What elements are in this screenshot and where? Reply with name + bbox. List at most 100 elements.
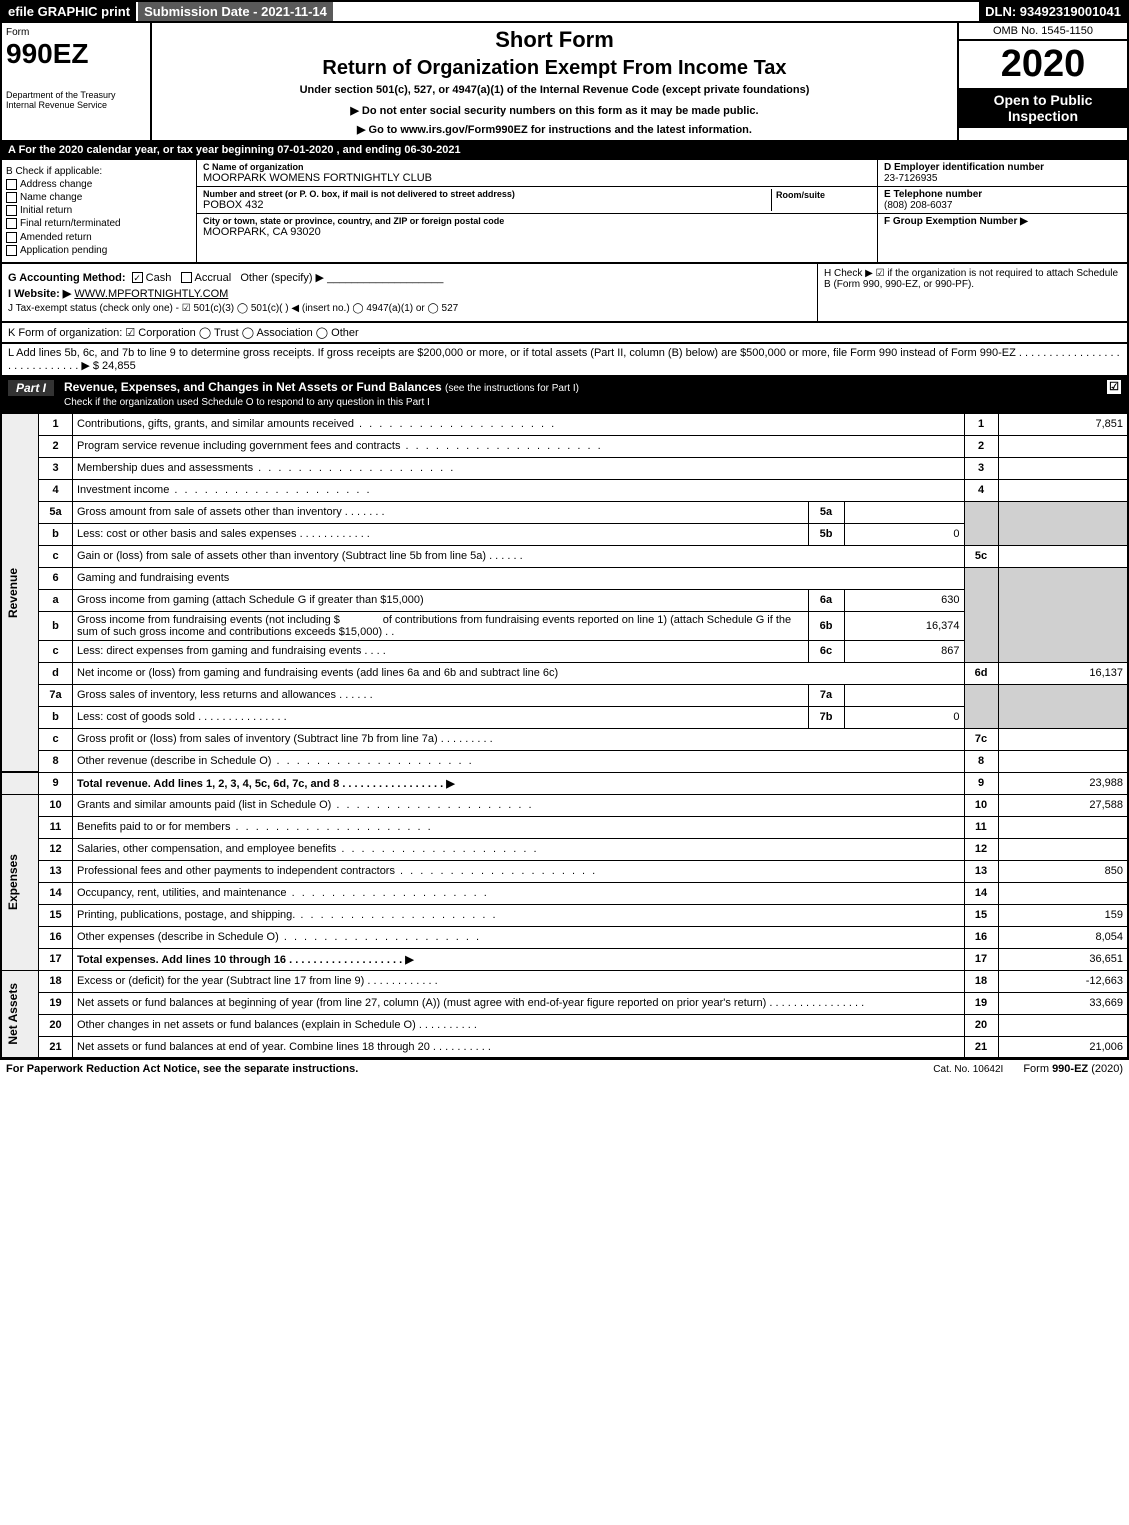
line-4-val bbox=[998, 479, 1128, 501]
line-13-desc: Professional fees and other payments to … bbox=[77, 865, 395, 877]
line-9-desc: Total revenue. Add lines 1, 2, 3, 4, 5c,… bbox=[77, 778, 455, 790]
line-7b-mv: 0 bbox=[844, 706, 964, 728]
line-6a-desc: Gross income from gaming (attach Schedul… bbox=[73, 589, 809, 611]
line-5b-num: b bbox=[39, 523, 73, 545]
line-20-rnum: 20 bbox=[964, 1014, 998, 1036]
line-1-desc: Contributions, gifts, grants, and simila… bbox=[77, 418, 354, 430]
line-7a-num: 7a bbox=[39, 684, 73, 706]
netassets-label: Net Assets bbox=[6, 983, 20, 1045]
f-group: F Group Exemption Number ▶ bbox=[878, 214, 1127, 229]
line-3-desc: Membership dues and assessments bbox=[77, 462, 253, 474]
line-6a-mn: 6a bbox=[808, 589, 844, 611]
line-7c-num: c bbox=[39, 728, 73, 750]
line-13-num: 13 bbox=[39, 860, 73, 882]
do-not-enter: ▶ Do not enter social security numbers o… bbox=[156, 104, 953, 117]
c-city-label: City or town, state or province, country… bbox=[203, 216, 871, 226]
line-11-rnum: 11 bbox=[964, 816, 998, 838]
revenue-label: Revenue bbox=[6, 568, 20, 618]
line-18-val: -12,663 bbox=[998, 970, 1128, 992]
line-12-desc: Salaries, other compensation, and employ… bbox=[77, 843, 336, 855]
part1-check-line: Check if the organization used Schedule … bbox=[64, 397, 430, 408]
line-3-val bbox=[998, 457, 1128, 479]
line-4-num: 4 bbox=[39, 479, 73, 501]
line-8-rnum: 8 bbox=[964, 750, 998, 772]
line-21-desc: Net assets or fund balances at end of ye… bbox=[77, 1041, 430, 1053]
line-19-val: 33,669 bbox=[998, 992, 1128, 1014]
line-4-rnum: 4 bbox=[964, 479, 998, 501]
b-checkboxes: B Check if applicable: Address change Na… bbox=[2, 160, 197, 262]
d-value: 23-7126935 bbox=[884, 173, 1121, 184]
footer-left: For Paperwork Reduction Act Notice, see … bbox=[6, 1063, 913, 1075]
form-header: Form 990EZ Department of the Treasury In… bbox=[0, 23, 1129, 142]
line-11-num: 11 bbox=[39, 816, 73, 838]
line-6c-desc: Less: direct expenses from gaming and fu… bbox=[77, 645, 361, 657]
line-6b-num: b bbox=[39, 611, 73, 640]
line-10-val: 27,588 bbox=[998, 794, 1128, 816]
header-right: OMB No. 1545-1150 2020 Open to Public In… bbox=[957, 23, 1127, 140]
line-10-num: 10 bbox=[39, 794, 73, 816]
line-5a-mv bbox=[844, 501, 964, 523]
footer-cat: Cat. No. 10642I bbox=[933, 1064, 1003, 1075]
line-17-desc: Total expenses. Add lines 10 through 16 … bbox=[77, 954, 414, 966]
page-footer: For Paperwork Reduction Act Notice, see … bbox=[0, 1059, 1129, 1078]
dln-label: DLN: 93492319001041 bbox=[979, 2, 1127, 21]
line-8-desc: Other revenue (describe in Schedule O) bbox=[77, 755, 271, 767]
line-5a-desc: Gross amount from sale of assets other t… bbox=[77, 506, 342, 518]
cash-check: ✓ bbox=[132, 272, 143, 283]
e-phone: E Telephone number (808) 208-6037 bbox=[878, 187, 1127, 214]
line-7c-desc: Gross profit or (loss) from sales of inv… bbox=[77, 733, 438, 745]
cb-name: Name change bbox=[6, 192, 192, 203]
line-16-val: 8,054 bbox=[998, 926, 1128, 948]
line-7b-desc: Less: cost of goods sold bbox=[77, 711, 195, 723]
d-ein: D Employer identification number 23-7126… bbox=[878, 160, 1127, 187]
line-12-rnum: 12 bbox=[964, 838, 998, 860]
line-11-val bbox=[998, 816, 1128, 838]
line-13-val: 850 bbox=[998, 860, 1128, 882]
line-5c-rnum: 5c bbox=[964, 545, 998, 567]
irs-label: Internal Revenue Service bbox=[6, 100, 146, 110]
part1-tag: Part I bbox=[8, 380, 54, 396]
line-19-rnum: 19 bbox=[964, 992, 998, 1014]
line-6d-num: d bbox=[39, 662, 73, 684]
line-7b-mn: 7b bbox=[808, 706, 844, 728]
line-16-num: 16 bbox=[39, 926, 73, 948]
shade-5 bbox=[964, 501, 998, 545]
omb-number: OMB No. 1545-1150 bbox=[959, 23, 1127, 41]
line-14-num: 14 bbox=[39, 882, 73, 904]
line-10-rnum: 10 bbox=[964, 794, 998, 816]
line-5a-mn: 5a bbox=[808, 501, 844, 523]
line-5b-mn: 5b bbox=[808, 523, 844, 545]
line-13-rnum: 13 bbox=[964, 860, 998, 882]
l-amount: 24,855 bbox=[102, 360, 136, 372]
line-17-num: 17 bbox=[39, 948, 73, 970]
shade-5v bbox=[998, 501, 1128, 545]
g-accounting: G Accounting Method: ✓Cash Accrual Other… bbox=[8, 271, 811, 284]
e-value: (808) 208-6037 bbox=[884, 200, 1121, 211]
line-5a-num: 5a bbox=[39, 501, 73, 523]
line-15-rnum: 15 bbox=[964, 904, 998, 926]
line-9-num: 9 bbox=[39, 772, 73, 794]
line-5c-val bbox=[998, 545, 1128, 567]
part1-sub: (see the instructions for Part I) bbox=[445, 383, 579, 394]
f-label: F Group Exemption Number ▶ bbox=[884, 216, 1121, 227]
line-9-val: 23,988 bbox=[998, 772, 1128, 794]
part1-checkbox: ☑ bbox=[1107, 380, 1121, 394]
return-title: Return of Organization Exempt From Incom… bbox=[156, 57, 953, 80]
open-public: Open to Public Inspection bbox=[959, 88, 1127, 128]
line-21-rnum: 21 bbox=[964, 1036, 998, 1058]
d-label: D Employer identification number bbox=[884, 162, 1121, 173]
line-6b-desc: Gross income from fundraising events (no… bbox=[73, 611, 809, 640]
line-7a-mv bbox=[844, 684, 964, 706]
submission-date: Submission Date - 2021-11-14 bbox=[136, 2, 333, 21]
line-14-desc: Occupancy, rent, utilities, and maintena… bbox=[77, 887, 287, 899]
c-name-label: C Name of organization bbox=[203, 162, 871, 172]
line-1-val: 7,851 bbox=[998, 413, 1128, 435]
c-name-row: C Name of organization MOORPARK WOMENS F… bbox=[197, 160, 877, 187]
form-number: 990EZ bbox=[6, 38, 146, 70]
line-17-val: 36,651 bbox=[998, 948, 1128, 970]
line-16-desc: Other expenses (describe in Schedule O) bbox=[77, 931, 279, 943]
line-19-num: 19 bbox=[39, 992, 73, 1014]
line-4-desc: Investment income bbox=[77, 484, 169, 496]
form-label: Form bbox=[6, 27, 146, 38]
line-5b-mv: 0 bbox=[844, 523, 964, 545]
